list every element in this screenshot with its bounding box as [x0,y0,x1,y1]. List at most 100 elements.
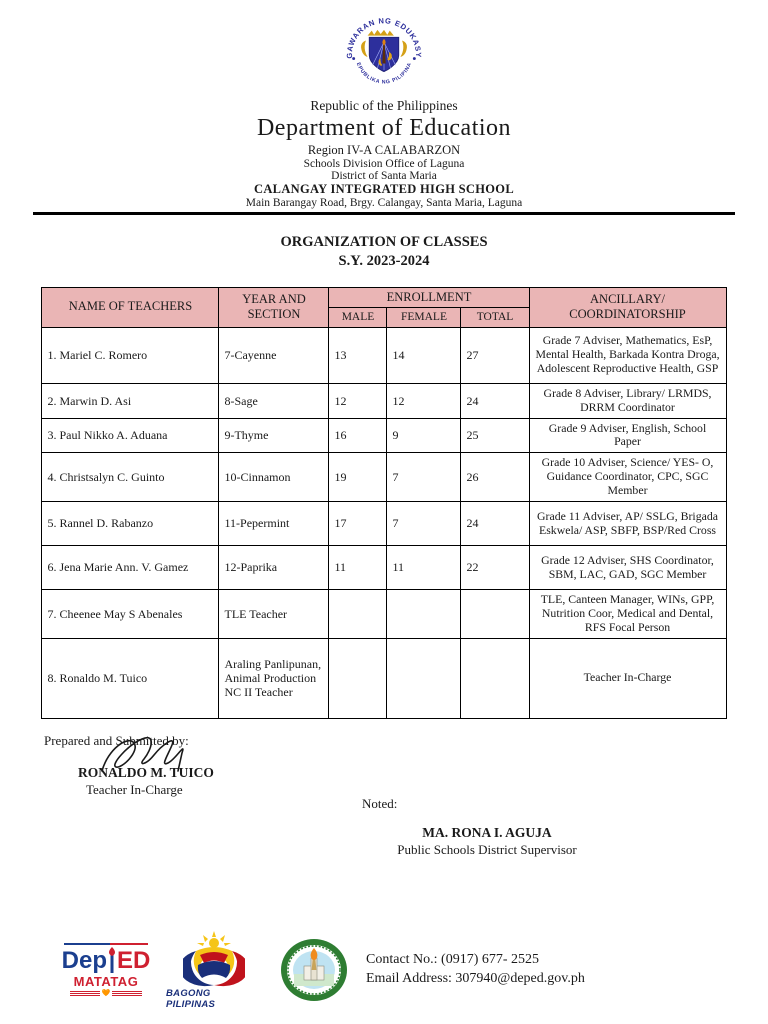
cell-section: 10-Cinnamon [218,452,330,503]
cell-total: 22 [460,545,530,591]
contact-email: Email Address: 307940@deped.gov.ph [366,971,585,986]
letterhead-divider [33,212,735,215]
table-row: 4. Christsalyn C. Guinto 10-Cinnamon 19 7 26… [41,452,727,503]
cell-female: 11 [386,545,462,591]
cell-male: 11 [328,545,388,591]
cell-female: 7 [386,501,462,547]
cell-ancillary: Grade 7 Adviser, Mathematics, EsP, Menta… [528,326,727,384]
cell-total: 26 [460,452,530,503]
header-year-and-section: YEAR AND SECTION [218,286,330,328]
title-line2: S.Y. 2023-2024 [338,252,430,269]
cell-ancillary: TLE, Canteen Manager, WINs, GPP, Nutriti… [528,589,727,639]
footer: Dep ED MATATAG 🧡 [60,930,720,1010]
republic-line: Republic of the Philippines [310,98,458,113]
cell-name: 6. Jena Marie Ann. V. Gamez [41,545,220,591]
cell-name: 2. Marwin D. Asi [41,382,220,419]
header-ancillary: ANCILLARY/ COORDINATORSHIP [528,286,727,328]
bagong-pilipinas-logo: BAGONG PILIPINAS [166,930,262,1010]
table-row: 1. Mariel C. Romero 7-Cayenne 13 14 27 Grade … [41,326,727,384]
cell-total: 25 [460,417,530,454]
cell-name: 4. Christsalyn C. Guinto [41,452,220,503]
cell-total: 27 [460,326,530,384]
cell-name: 3. Paul Nikko A. Aduana [41,417,220,454]
region-line: Region IV-A CALABARZON [307,143,461,157]
table-row: 8. Ronaldo M. Tuico Araling Panlipunan, A… [41,637,727,719]
department-line: Department of Education [256,115,512,141]
noted-title: Public Schools District Supervisor [397,841,577,857]
cell-ancillary: Grade 8 Adviser, Library/ LRMDS, DRRM Co… [528,382,727,419]
cell-section: 11-Pepermint [218,501,330,547]
deped-matatag-logo: Dep ED MATATAG 🧡 [60,942,152,998]
deped-logo-rule [64,942,148,946]
cell-name: 5. Rannel D. Rabanzo [41,501,220,547]
cell-total [460,637,530,719]
signature-area: Prepared and Submitted by: RONALDO M. TU… [44,733,724,963]
cell-name: 1. Mariel C. Romero [41,326,220,384]
matatag-subtext: 🧡 [69,990,143,997]
teachers-table-body: 1. Mariel C. Romero 7-Cayenne 13 14 27 Grade … [41,326,727,719]
cell-total: 24 [460,382,530,419]
cell-male: 13 [328,326,388,384]
deped-logo-text-ed: ED [117,947,151,975]
cell-total [460,589,530,639]
matatag-label: MATATAG [73,974,139,990]
table-row: 5. Rannel D. Rabanzo 11-Pepermint 17 7 24 Gra… [41,501,727,547]
torch-flame-icon [109,947,115,974]
cell-male: 17 [328,501,388,547]
cell-male: 12 [328,382,388,419]
table-row: 3. Paul Nikko A. Aduana 9-Thyme 16 9 25 Grade… [41,417,727,454]
organization-of-classes-table: NAME OF TEACHERS YEAR AND SECTION ENROLL… [41,286,727,719]
letterhead: KAGAWARAN NG EDUKASYON REPUBLIKA NG PILI… [0,0,768,215]
cell-name: 8. Ronaldo M. Tuico [41,637,220,719]
cell-female [386,637,462,719]
bagong-pilipinas-icon [183,930,245,986]
header-male: MALE [328,307,388,328]
school-address-line: Main Barangay Road, Brgy. Calangay, Sant… [245,197,523,209]
document-title: ORGANIZATION OF CLASSES S.Y. 2023-2024 [0,233,768,271]
signature-icon [101,736,184,772]
prepared-label: Prepared and Submitted by: [44,732,189,748]
school-seal-icon [281,939,347,1001]
cell-total: 24 [460,501,530,547]
cell-name: 7. Cheenee May S Abenales [41,589,220,639]
cell-section: Araling Panlipunan, Animal Production NC… [218,637,330,719]
cell-ancillary: Teacher In-Charge [528,637,727,719]
cell-female: 12 [386,382,462,419]
cell-female [386,589,462,639]
header-name-of-teachers: NAME OF TEACHERS [41,286,220,328]
cell-ancillary: Grade 10 Adviser, Science/ YES- O, Guida… [528,452,727,503]
title-line1: ORGANIZATION OF CLASSES [280,234,488,250]
table-row: 7. Cheenee May S Abenales TLE Teacher TLE,… [41,589,727,639]
deped-seal-icon: KAGAWARAN NG EDUKASYON REPUBLIKA NG PILI… [343,12,423,91]
cell-male: 16 [328,417,388,454]
cell-male: 19 [328,452,388,503]
deped-logo-text-dep: Dep [61,947,107,975]
cell-section: TLE Teacher [218,589,330,639]
cell-female: 14 [386,326,462,384]
header-total: TOTAL [460,307,530,328]
cell-male [328,637,388,719]
prepared-name: RONALDO M. TUICO [78,764,214,780]
cell-section: 9-Thyme [218,417,330,454]
contact-info: Contact No.: (0917) 677- 2525 Email Addr… [366,951,585,989]
division-line: Schools Division Office of Laguna [303,158,465,170]
cell-ancillary: Grade 9 Adviser, English, School Paper [528,417,727,454]
cell-ancillary: Grade 11 Adviser, AP/ SSLG, Brigada Eskw… [528,501,727,547]
noted-name: MA. RONA I. AGUJA [422,824,552,840]
table-row: 6. Jena Marie Ann. V. Gamez 12-Paprika 11 1… [41,545,727,591]
header-enrollment: ENROLLMENT [328,286,530,309]
header-female: FEMALE [386,307,462,328]
contact-number: Contact No.: (0917) 677- 2525 [366,952,540,968]
school-name-line: CALANGAY INTEGRATED HIGH SCHOOL [254,182,514,196]
cell-section: 7-Cayenne [218,326,330,384]
noted-label: Noted: [362,795,398,811]
table-row: 2. Marwin D. Asi 8-Sage 12 12 24 Grade 8 Advi… [41,382,727,419]
prepared-title: Teacher In-Charge [86,781,183,797]
bagong-pilipinas-label: BAGONG PILIPINAS [166,987,216,1010]
school-seal-logo [276,938,352,1002]
cell-male [328,589,388,639]
cell-female: 7 [386,452,462,503]
cell-section: 8-Sage [218,382,330,419]
cell-section: 12-Paprika [218,545,330,591]
